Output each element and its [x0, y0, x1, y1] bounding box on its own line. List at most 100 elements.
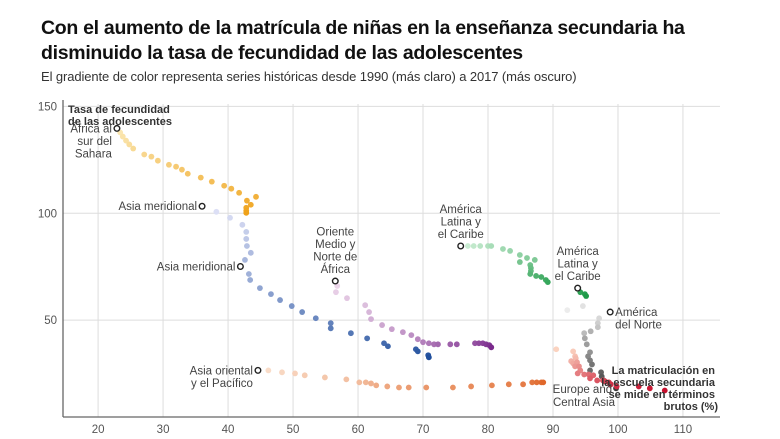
data-point	[379, 322, 385, 328]
annotations: Tasa de fecundidad de las adolescentes L…	[68, 104, 718, 413]
data-point	[507, 248, 513, 254]
data-point	[581, 335, 588, 342]
data-point	[399, 329, 406, 336]
x-tick-label: 110	[674, 424, 692, 436]
y-tick-label: 50	[44, 315, 57, 327]
series-label-line: África al	[70, 122, 112, 135]
europe-label-line: Europe and	[553, 384, 612, 396]
series-label-line: América	[557, 246, 600, 258]
data-point	[531, 256, 538, 263]
data-point	[489, 382, 495, 389]
data-point	[347, 330, 354, 337]
x-axis-title-line: se mide en términos	[609, 389, 715, 401]
data-point	[364, 335, 371, 342]
data-point	[425, 340, 432, 347]
x-tick-label: 50	[287, 424, 300, 436]
data-point	[488, 243, 495, 249]
data-point	[533, 379, 540, 386]
data-point	[141, 151, 148, 158]
series-label: Asia meridional	[157, 262, 236, 274]
data-point	[516, 259, 523, 265]
data-point	[227, 214, 233, 221]
data-point	[179, 166, 185, 173]
data-point	[587, 375, 593, 382]
series-label: América Latina y el Caribe	[555, 246, 601, 283]
data-point	[488, 344, 495, 351]
data-point	[533, 273, 539, 279]
series-start-marker	[574, 284, 582, 292]
grid-lines	[63, 104, 720, 417]
data-point	[208, 178, 215, 185]
series-label: Asia meridional	[118, 201, 197, 213]
x-tick-label: 20	[92, 424, 105, 436]
x-tick-label: 100	[608, 424, 627, 436]
data-point	[265, 367, 272, 374]
data-point	[408, 332, 415, 339]
x-axis-title-line: La matriculación en	[612, 365, 716, 377]
x-tick-label: 90	[547, 424, 560, 436]
data-point	[564, 307, 571, 314]
y-tick-label: 150	[38, 101, 57, 113]
data-point	[244, 243, 250, 249]
series-markers: África al sur del Sahara Asia meridional Asi…	[70, 122, 661, 389]
chart-subtitle: El gradiente de color representa series …	[41, 69, 577, 84]
series-label-line: sur del	[77, 136, 112, 148]
series-start-marker	[113, 124, 121, 132]
data-point	[197, 174, 204, 181]
data-point	[327, 320, 334, 327]
data-point	[213, 208, 220, 215]
series-label-line: y el Pacífico	[191, 378, 253, 390]
data-point	[544, 279, 551, 286]
data-point	[661, 387, 668, 394]
data-point	[553, 346, 560, 353]
data-point	[228, 185, 235, 192]
data-point	[538, 274, 545, 280]
data-point	[453, 341, 460, 348]
data-point	[243, 236, 250, 242]
data-point	[239, 221, 246, 228]
chart-title: Con el aumento de la matrícula de niñas …	[41, 17, 685, 64]
x-axis-title-line: brutos (%)	[664, 401, 719, 413]
data-point	[385, 343, 391, 350]
series-start-marker	[331, 277, 339, 285]
data-point	[288, 303, 295, 309]
data-point	[154, 157, 161, 164]
data-point	[245, 271, 252, 277]
y-tick-labels: 50 100 150	[38, 101, 57, 327]
data-point	[423, 384, 430, 391]
data-point	[244, 197, 250, 204]
data-point	[579, 303, 586, 309]
data-point	[368, 380, 374, 387]
data-point	[594, 320, 601, 327]
series-label-line: Oriente	[316, 227, 354, 239]
data-point	[243, 228, 250, 235]
series-asia-meridional	[213, 208, 432, 361]
data-point	[414, 348, 421, 355]
data-point	[583, 293, 590, 299]
x-tick-labels: 20 30 40 50 60 70 80 90 100 110	[92, 424, 692, 436]
data-point	[247, 201, 254, 208]
x-axis-title-line: la escuela secundaria	[601, 377, 716, 389]
data-point	[253, 193, 259, 200]
data-point	[524, 255, 530, 261]
series-start-marker	[457, 242, 465, 250]
data-point	[236, 189, 243, 196]
series-label: África al sur del Sahara	[70, 122, 112, 160]
series-label-line: América	[615, 307, 658, 319]
data-point	[583, 341, 590, 348]
data-point	[277, 297, 283, 303]
series-label: Oriente Medio y Norte de África	[313, 227, 357, 277]
y-axis-title-line: de las adolescentes	[68, 116, 172, 128]
data-point	[247, 277, 254, 283]
data-point	[126, 141, 133, 148]
data-point	[470, 243, 477, 249]
series-label-line: del Norte	[615, 320, 662, 332]
series-label-line: Norte de	[313, 252, 357, 264]
data-point	[594, 324, 601, 331]
data-points	[114, 125, 668, 394]
data-point	[334, 283, 341, 289]
series-label-line: Asia meridional	[118, 201, 197, 213]
data-point	[589, 361, 595, 368]
series-start-marker	[254, 366, 262, 374]
